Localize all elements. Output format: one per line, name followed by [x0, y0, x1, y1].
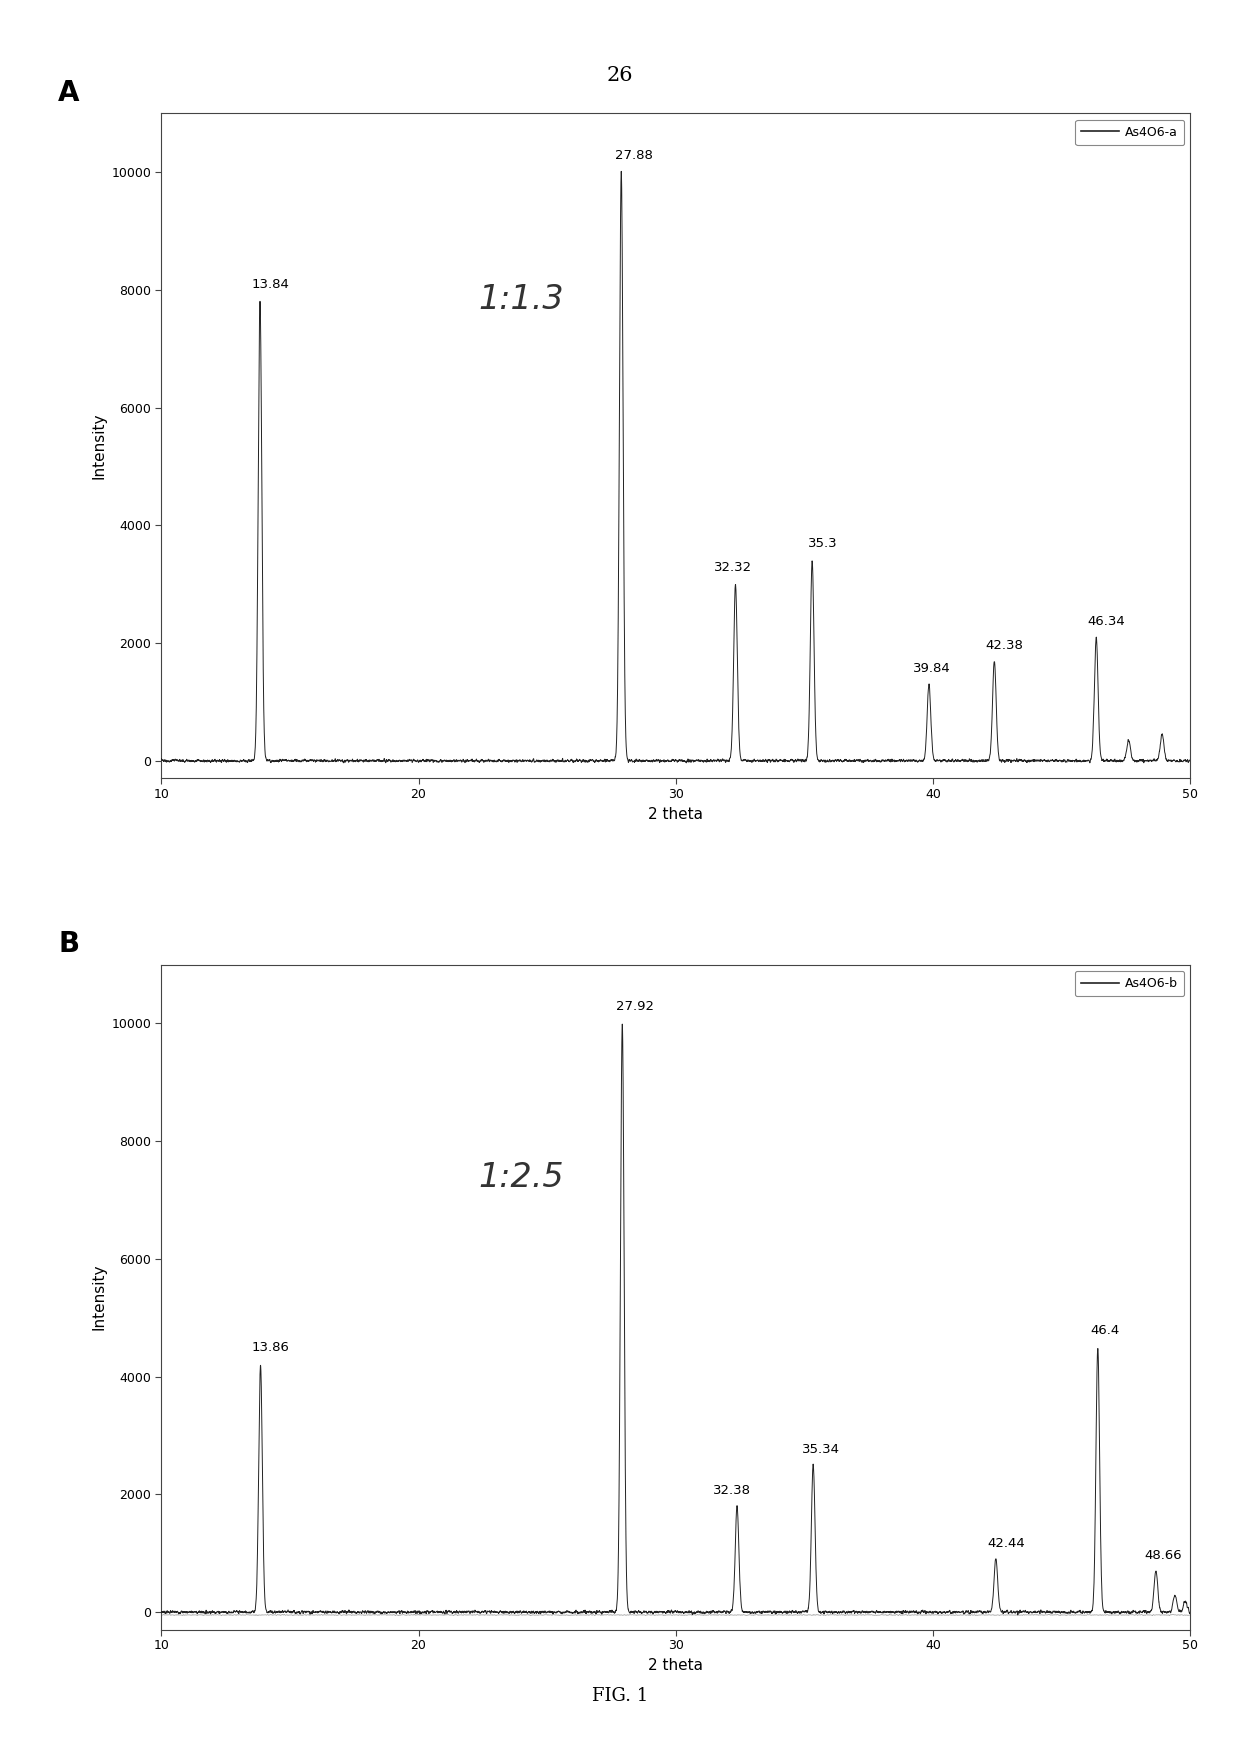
- Legend: As4O6-a: As4O6-a: [1075, 120, 1184, 145]
- Legend: As4O6-b: As4O6-b: [1075, 971, 1184, 997]
- Text: 13.86: 13.86: [252, 1342, 290, 1354]
- Text: 42.44: 42.44: [987, 1537, 1025, 1550]
- Text: 48.66: 48.66: [1145, 1550, 1183, 1562]
- Text: 35.34: 35.34: [802, 1443, 839, 1455]
- Text: 46.4: 46.4: [1091, 1323, 1120, 1337]
- Text: 27.88: 27.88: [615, 148, 653, 162]
- Y-axis label: Intensity: Intensity: [91, 1264, 107, 1330]
- Text: 39.84: 39.84: [913, 662, 950, 675]
- Text: 1:1.3: 1:1.3: [479, 282, 564, 315]
- Text: 27.92: 27.92: [616, 1000, 655, 1013]
- X-axis label: 2 theta: 2 theta: [649, 1658, 703, 1673]
- Text: A: A: [58, 78, 79, 106]
- Text: 1:2.5: 1:2.5: [479, 1161, 564, 1194]
- Text: 32.32: 32.32: [714, 561, 751, 573]
- Text: 46.34: 46.34: [1087, 615, 1126, 627]
- Text: FIG. 1: FIG. 1: [591, 1687, 649, 1705]
- Text: 35.3: 35.3: [807, 537, 837, 551]
- Text: 32.38: 32.38: [713, 1485, 751, 1497]
- Text: 13.84: 13.84: [252, 279, 289, 291]
- Text: 26: 26: [606, 66, 634, 85]
- Y-axis label: Intensity: Intensity: [91, 413, 107, 479]
- X-axis label: 2 theta: 2 theta: [649, 807, 703, 821]
- Text: B: B: [58, 931, 79, 959]
- Text: 42.38: 42.38: [986, 640, 1023, 652]
